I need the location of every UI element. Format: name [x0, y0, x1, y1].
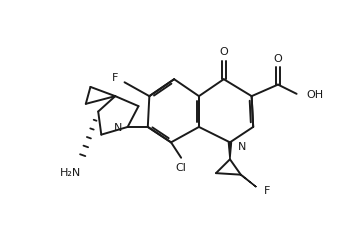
Text: OH: OH [307, 89, 324, 99]
Text: O: O [274, 53, 282, 63]
Polygon shape [228, 143, 232, 160]
Polygon shape [239, 174, 256, 187]
Text: H₂N: H₂N [60, 167, 81, 177]
Text: Cl: Cl [176, 162, 187, 172]
Text: N: N [238, 142, 246, 152]
Text: F: F [264, 185, 270, 195]
Text: O: O [219, 47, 228, 57]
Text: N: N [114, 122, 122, 132]
Text: F: F [112, 73, 118, 82]
